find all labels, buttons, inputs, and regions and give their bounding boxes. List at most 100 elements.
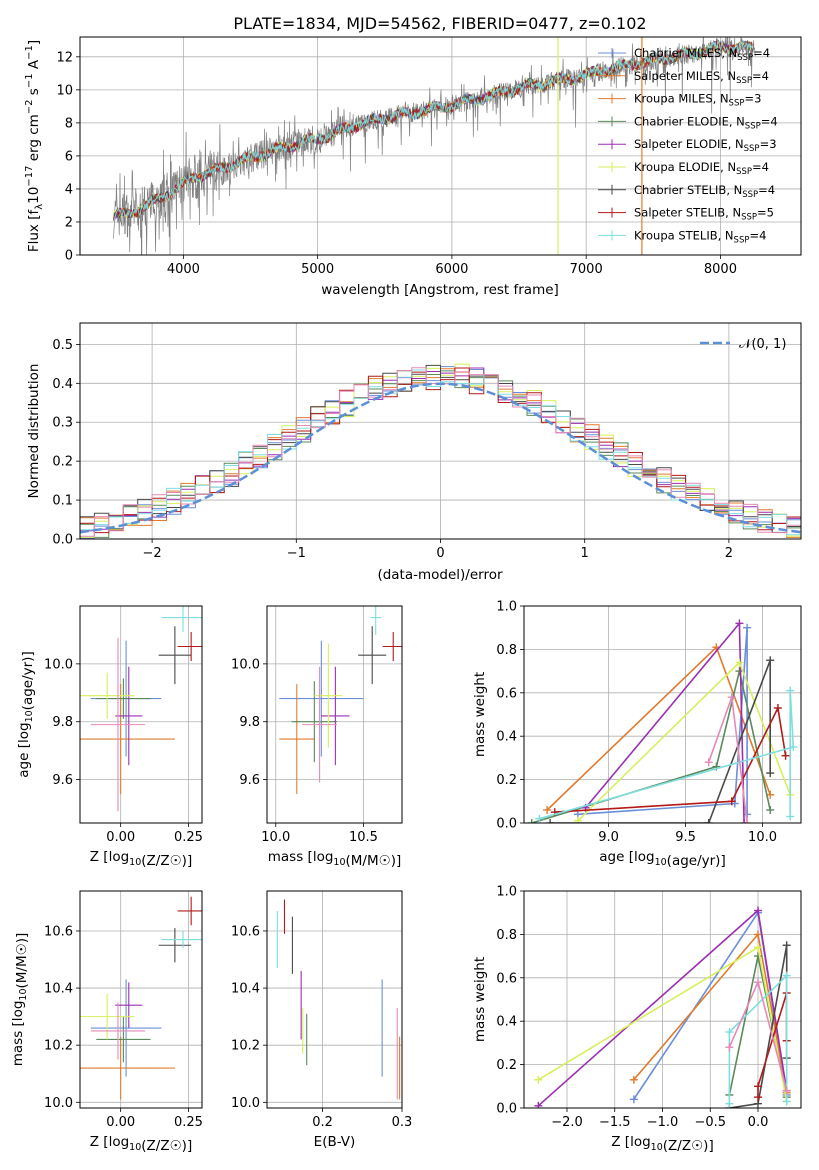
y-tick-label: 0 — [65, 249, 73, 264]
legend-entry: Chabrier STELIB, NSSP=4 — [634, 183, 775, 200]
y-tick-label: 10.2 — [44, 1039, 73, 1054]
residual-hist-frame — [79, 322, 802, 540]
y-tick-label: 9.8 — [239, 715, 260, 730]
y-tick-label: 10.0 — [231, 657, 260, 672]
x-tick-label: 0.00 — [106, 1115, 135, 1130]
x-tick-label: 0 — [436, 546, 444, 561]
y-tick-label: 0.4 — [496, 730, 517, 745]
x-tick-label: 1 — [581, 546, 589, 561]
age-vs-mass-frame — [266, 605, 403, 824]
age-vs-mass-grid — [267, 606, 402, 823]
spectrum-ylabel: Flux [fλ10−17 erg cm−2 s−1 A−1] — [24, 40, 45, 252]
x-tick-label: −2 — [143, 546, 162, 561]
y-tick-label: 0.1 — [52, 494, 73, 509]
age-vs-mass-plot-area — [279, 606, 402, 795]
y-tick-label: 0.8 — [496, 643, 517, 658]
y-tick-label: 6 — [65, 149, 73, 164]
y-tick-label: 0.0 — [496, 1102, 517, 1117]
age-vs-Z-grid — [80, 606, 202, 823]
age-vs-Z-plot-area — [80, 606, 202, 812]
legend-entry: Chabrier MILES, NSSP=4 — [634, 46, 770, 63]
age-vs-Z-xlabel: Z [log10(Z/Z☉)] — [90, 849, 192, 869]
x-tick-label: 0.25 — [174, 830, 203, 845]
weight-vs-age-plot-area — [527, 619, 798, 823]
y-tick-label: 4 — [65, 182, 73, 197]
y-tick-label: 9.6 — [239, 773, 260, 788]
y-tick-label: 0.2 — [496, 1058, 517, 1073]
y-tick-label: 1.0 — [496, 885, 517, 900]
spectrum-frame — [79, 36, 802, 256]
weight-vs-age-frame — [523, 605, 802, 824]
x-tick-label: 0.25 — [174, 1115, 203, 1130]
model-curve — [113, 39, 753, 222]
mass-vs-ebv-xlabel: E(B-V) — [314, 1134, 356, 1150]
weight-vs-Z-ylabel: mass weight — [472, 957, 488, 1042]
mass-vs-Z-panel: 0.00 0.25 10.0 10.2 10.4 10.6 Z [log10(Z/Z☉)] m… — [10, 890, 203, 1154]
x-tick-label: 8000 — [704, 262, 737, 277]
x-tick-label: 9.0 — [598, 830, 619, 845]
legend-entry: Kroupa MILES, NSSP=3 — [634, 92, 761, 109]
weight-line — [577, 660, 791, 822]
weight-vs-Z-frame — [523, 890, 802, 1109]
y-tick-label: 10.4 — [44, 982, 73, 997]
y-tick-label: 9.8 — [52, 715, 73, 730]
y-tick-label: 10.6 — [44, 924, 73, 939]
x-tick-label: 0.2 — [312, 1115, 333, 1130]
age-vs-Z-ylabel: age [log10(age/yr)] — [16, 651, 36, 777]
spectrum-panel: 4000 5000 6000 7000 8000 0 2 4 6 8 10 12 Chabrier MI… — [56, 36, 802, 277]
mass-vs-ebv-plot-area — [276, 899, 401, 1100]
residual-hist-plot-area — [80, 363, 801, 539]
y-tick-label: 0.4 — [52, 377, 73, 392]
y-tick-label: 10.6 — [231, 924, 260, 939]
mass-vs-ebv-panel: 0.2 0.3 10.0 10.2 10.4 10.6 E(B-V) — [231, 890, 412, 1150]
weight-vs-Z-xlabel: Z [log10(Z/Z☉)] — [611, 1134, 713, 1154]
x-tick-label: 9.5 — [675, 830, 696, 845]
x-tick-label: 7000 — [570, 262, 603, 277]
weight-vs-age-panel: 9.0 9.5 10.0 0.0 0.2 0.4 0.6 0.8 1.0 age [log10(a… — [472, 600, 802, 869]
hist-xlabel: (data-model)/error — [377, 567, 503, 583]
y-tick-label: 0.4 — [496, 1015, 517, 1030]
x-tick-label: 0.00 — [106, 830, 135, 845]
x-tick-label: 10.0 — [748, 830, 777, 845]
x-tick-label: 0.0 — [748, 1115, 769, 1130]
y-tick-label: 10.4 — [231, 982, 260, 997]
legend-entry: Kroupa STELIB, NSSP=4 — [634, 228, 766, 245]
mass-vs-Z-grid — [80, 891, 202, 1108]
hist-ylabel: Normed distribution — [26, 364, 42, 499]
mass-vs-Z-xlabel: Z [log10(Z/Z☉)] — [90, 1134, 192, 1154]
legend-entry: Salpeter MILES, NSSP=4 — [634, 69, 769, 86]
spectrum-plot-area — [113, 37, 756, 255]
weight-vs-age-ylabel: mass weight — [472, 672, 488, 757]
y-tick-label: 10.2 — [231, 1039, 260, 1054]
y-tick-label: 0.5 — [52, 338, 73, 353]
x-tick-label: 10.0 — [261, 830, 290, 845]
residual-hist-panel: −2 −1 0 1 2 0.0 0.1 0.2 0.3 0.4 0.5 𝒩(0, 1) — [52, 322, 802, 561]
y-tick-label: 1.0 — [496, 600, 517, 615]
legend-entry: Salpeter ELODIE, NSSP=3 — [634, 137, 777, 154]
x-tick-label: 5000 — [301, 262, 334, 277]
normal-curve — [80, 382, 801, 534]
y-tick-label: 0.0 — [52, 533, 73, 548]
y-tick-label: 10.0 — [44, 657, 73, 672]
weight-line — [728, 973, 788, 1104]
y-tick-label: 2 — [65, 215, 73, 230]
age-vs-mass-panel: 10.0 10.5 9.6 9.8 10.0 mass [log10(M/M☉)] — [231, 605, 403, 869]
weight-vs-Z-panel: −2.0 −1.5 −1.0 −0.5 0.0 0.0 0.2 0.4 0.6 0.8 1.0 Z [… — [472, 885, 802, 1154]
weight-vs-age-xlabel: age [log10(age/yr)] — [599, 849, 725, 869]
x-tick-label: 4000 — [167, 262, 200, 277]
weight-line — [539, 690, 795, 820]
y-tick-label: 0.8 — [496, 928, 517, 943]
spectrum-title: PLATE=1834, MJD=54562, FIBERID=0477, z=0… — [233, 14, 646, 33]
mass-vs-Z-ylabel: mass [log10(M/M☉)] — [10, 933, 30, 1067]
y-tick-label: 0.3 — [52, 416, 73, 431]
mass-vs-Z-plot-area — [80, 896, 202, 1100]
y-tick-label: 12 — [56, 50, 73, 65]
y-tick-label: 10.0 — [231, 1096, 260, 1111]
x-tick-label: −1 — [287, 546, 306, 561]
y-tick-label: 10 — [56, 83, 73, 98]
y-tick-label: 8 — [65, 116, 73, 131]
x-tick-label: −0.5 — [694, 1115, 726, 1130]
legend-entry: Chabrier ELODIE, NSSP=4 — [634, 114, 778, 131]
mass-vs-ebv-frame — [266, 890, 403, 1109]
